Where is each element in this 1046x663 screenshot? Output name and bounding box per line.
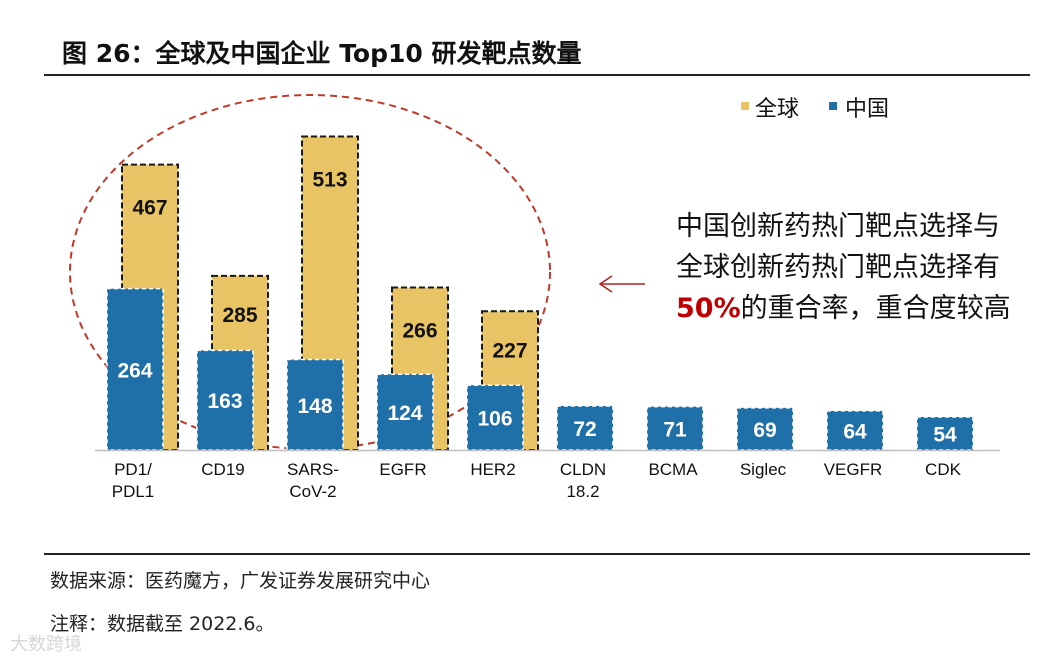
china-value-label: 124: [387, 402, 422, 425]
category-label: CLDN 18.2: [560, 460, 606, 501]
china-value-label: 72: [573, 418, 596, 441]
category-label: PD1/PDL1: [112, 460, 155, 501]
china-bar: [376, 373, 434, 451]
annotation-text-after: 的重合率，重合度较高: [740, 293, 1011, 324]
china-bar: [196, 349, 254, 451]
date-note: 注释：数据截至 2022.6。: [50, 613, 275, 635]
category-label: SARS-CoV-2: [287, 460, 339, 501]
china-bar: [286, 358, 344, 451]
category-label: VEGFR: [824, 460, 883, 479]
category-label: Siglec: [740, 460, 787, 479]
annotation-text-before: 中国创新药热门靶点选择与全球创新药热门靶点选择有: [676, 211, 1000, 283]
china-value-label: 163: [207, 390, 242, 413]
global-value-label: 227: [492, 339, 527, 362]
china-bar: [646, 405, 704, 451]
legend-label-china: 中国: [845, 97, 889, 122]
china-bar: [826, 410, 884, 451]
legend-swatch-global: [741, 102, 749, 110]
global-value-label: 266: [402, 319, 437, 342]
legend-label-global: 全球: [755, 97, 799, 122]
title-divider: [44, 74, 1030, 76]
category-label: BCMA: [648, 460, 698, 479]
legend-swatch-china: [829, 102, 837, 110]
global-value-label: 467: [132, 197, 167, 220]
china-value-label: 148: [297, 395, 332, 418]
source-note: 数据来源：医药魔方，广发证券发展研究中心: [50, 570, 431, 592]
china-bar: [916, 416, 974, 451]
china-value-label: 106: [477, 408, 512, 431]
overlap-percentage: 50%: [676, 293, 741, 324]
china-bar: [556, 405, 614, 451]
page-title: 图 26：全球及中国企业 Top10 研发靶点数量: [62, 39, 582, 68]
global-value-label: 513: [312, 169, 347, 192]
global-value-label: 285: [222, 304, 257, 327]
category-label: EGFR: [379, 460, 426, 479]
china-bar: [106, 287, 164, 451]
category-label: CD19: [201, 460, 244, 479]
china-bar: [736, 407, 794, 451]
category-label: HER2: [470, 460, 515, 479]
china-value-label: 264: [117, 359, 152, 382]
overlap-annotation: 中国创新药热门靶点选择与全球创新药热门靶点选择有 50%的重合率，重合度较高: [676, 206, 1016, 329]
legend: 全球 中国: [741, 97, 889, 122]
china-value-label: 54: [933, 424, 957, 447]
bar-chart: 467 285 513 266 227 264 163 148 124 106 72 71 69 64 54…: [69, 94, 1000, 501]
annotation-arrow-head: [598, 275, 613, 293]
china-value-label: 69: [753, 419, 776, 442]
footer-divider: [44, 553, 1030, 555]
category-label: CDK: [925, 460, 962, 479]
watermark: 大数跨境: [10, 634, 82, 655]
china-value-label: 71: [663, 418, 687, 441]
china-value-label: 64: [843, 420, 867, 443]
china-bar: [466, 384, 524, 451]
